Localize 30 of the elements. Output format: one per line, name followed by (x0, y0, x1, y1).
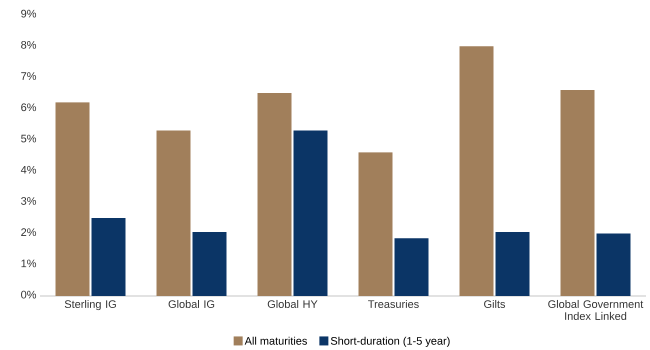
x-tick-label: Gilts (484, 300, 506, 308)
bar (596, 234, 631, 296)
legend-label: All maturities (244, 336, 307, 345)
y-tick-label: 5% (21, 134, 36, 142)
bar (192, 232, 226, 296)
bar (358, 152, 393, 296)
y-tick-label: 3% (21, 197, 36, 205)
bar (460, 46, 494, 296)
bar (560, 90, 595, 296)
x-tick-label: Global Government Index Linked (548, 300, 644, 320)
bar (496, 232, 530, 296)
bar (294, 130, 328, 296)
bar (92, 218, 126, 296)
x-tick-label: Sterling IG (64, 300, 116, 310)
y-tick-label: 1% (21, 260, 36, 268)
y-tick-label: 0% (21, 290, 36, 298)
y-tick-label: 6% (21, 103, 36, 112)
x-tick-label: Global HY (268, 300, 318, 308)
y-tick-label: 8% (21, 40, 36, 49)
y-tick-label: 4% (20, 166, 36, 174)
bar (56, 102, 90, 296)
x-tick-label: Treasuries (368, 300, 419, 308)
y-tick-label: 2% (21, 228, 36, 236)
bar (394, 238, 429, 296)
x-tick-label: Global IG (168, 300, 214, 308)
y-tick-label: 9% (21, 10, 36, 18)
bar (258, 93, 292, 296)
bar (156, 130, 191, 296)
y-tick-label: 7% (21, 72, 36, 80)
legend-label: Short-duration (1-5 year) (330, 336, 450, 347)
